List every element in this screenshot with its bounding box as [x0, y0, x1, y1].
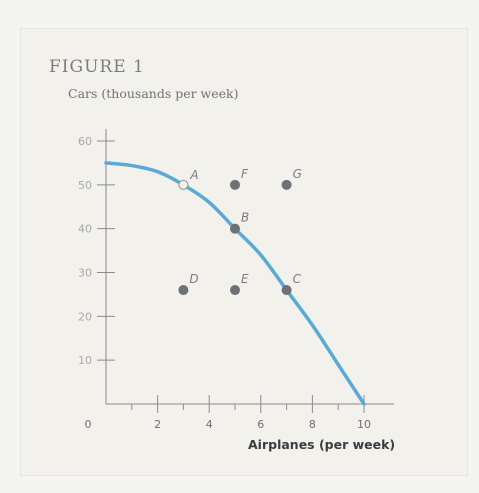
y-tick-label: 50 [78, 179, 92, 192]
x-axis-label: Airplanes (per week) [248, 437, 396, 452]
x-tick-label: 6 [257, 418, 264, 431]
y-tick-label: 40 [78, 223, 92, 236]
x-tick-label: 2 [154, 418, 161, 431]
point-f [230, 179, 240, 190]
y-tick-label: 60 [78, 135, 92, 148]
point-label-a: A [189, 168, 198, 182]
y-tick-label: 20 [78, 310, 92, 323]
point-b [230, 223, 240, 234]
x-tick-label: 4 [206, 418, 213, 431]
ppf-curve [104, 161, 366, 406]
point-label-e: E [241, 272, 249, 286]
y-tick-label: 10 [78, 354, 92, 367]
point-a [178, 179, 189, 190]
x-tick-label: 8 [309, 418, 316, 431]
x-tick-label: 10 [357, 418, 371, 431]
point-label-c: C [293, 272, 302, 286]
point-g [281, 179, 292, 190]
x-tick-label: 0 [85, 418, 92, 431]
y-axis-label: Cars (thousands per week) [68, 86, 239, 101]
point-label-f: F [241, 167, 249, 181]
point-d [178, 285, 189, 296]
point-label-g: G [293, 167, 302, 181]
y-tick-label: 30 [78, 267, 92, 280]
point-label-d: D [189, 272, 198, 286]
textbook-page [20, 28, 468, 476]
point-c [281, 285, 292, 296]
point-e [230, 285, 240, 296]
figure-title: FIGURE 1 [49, 57, 145, 77]
point-label-b: B [241, 211, 249, 225]
